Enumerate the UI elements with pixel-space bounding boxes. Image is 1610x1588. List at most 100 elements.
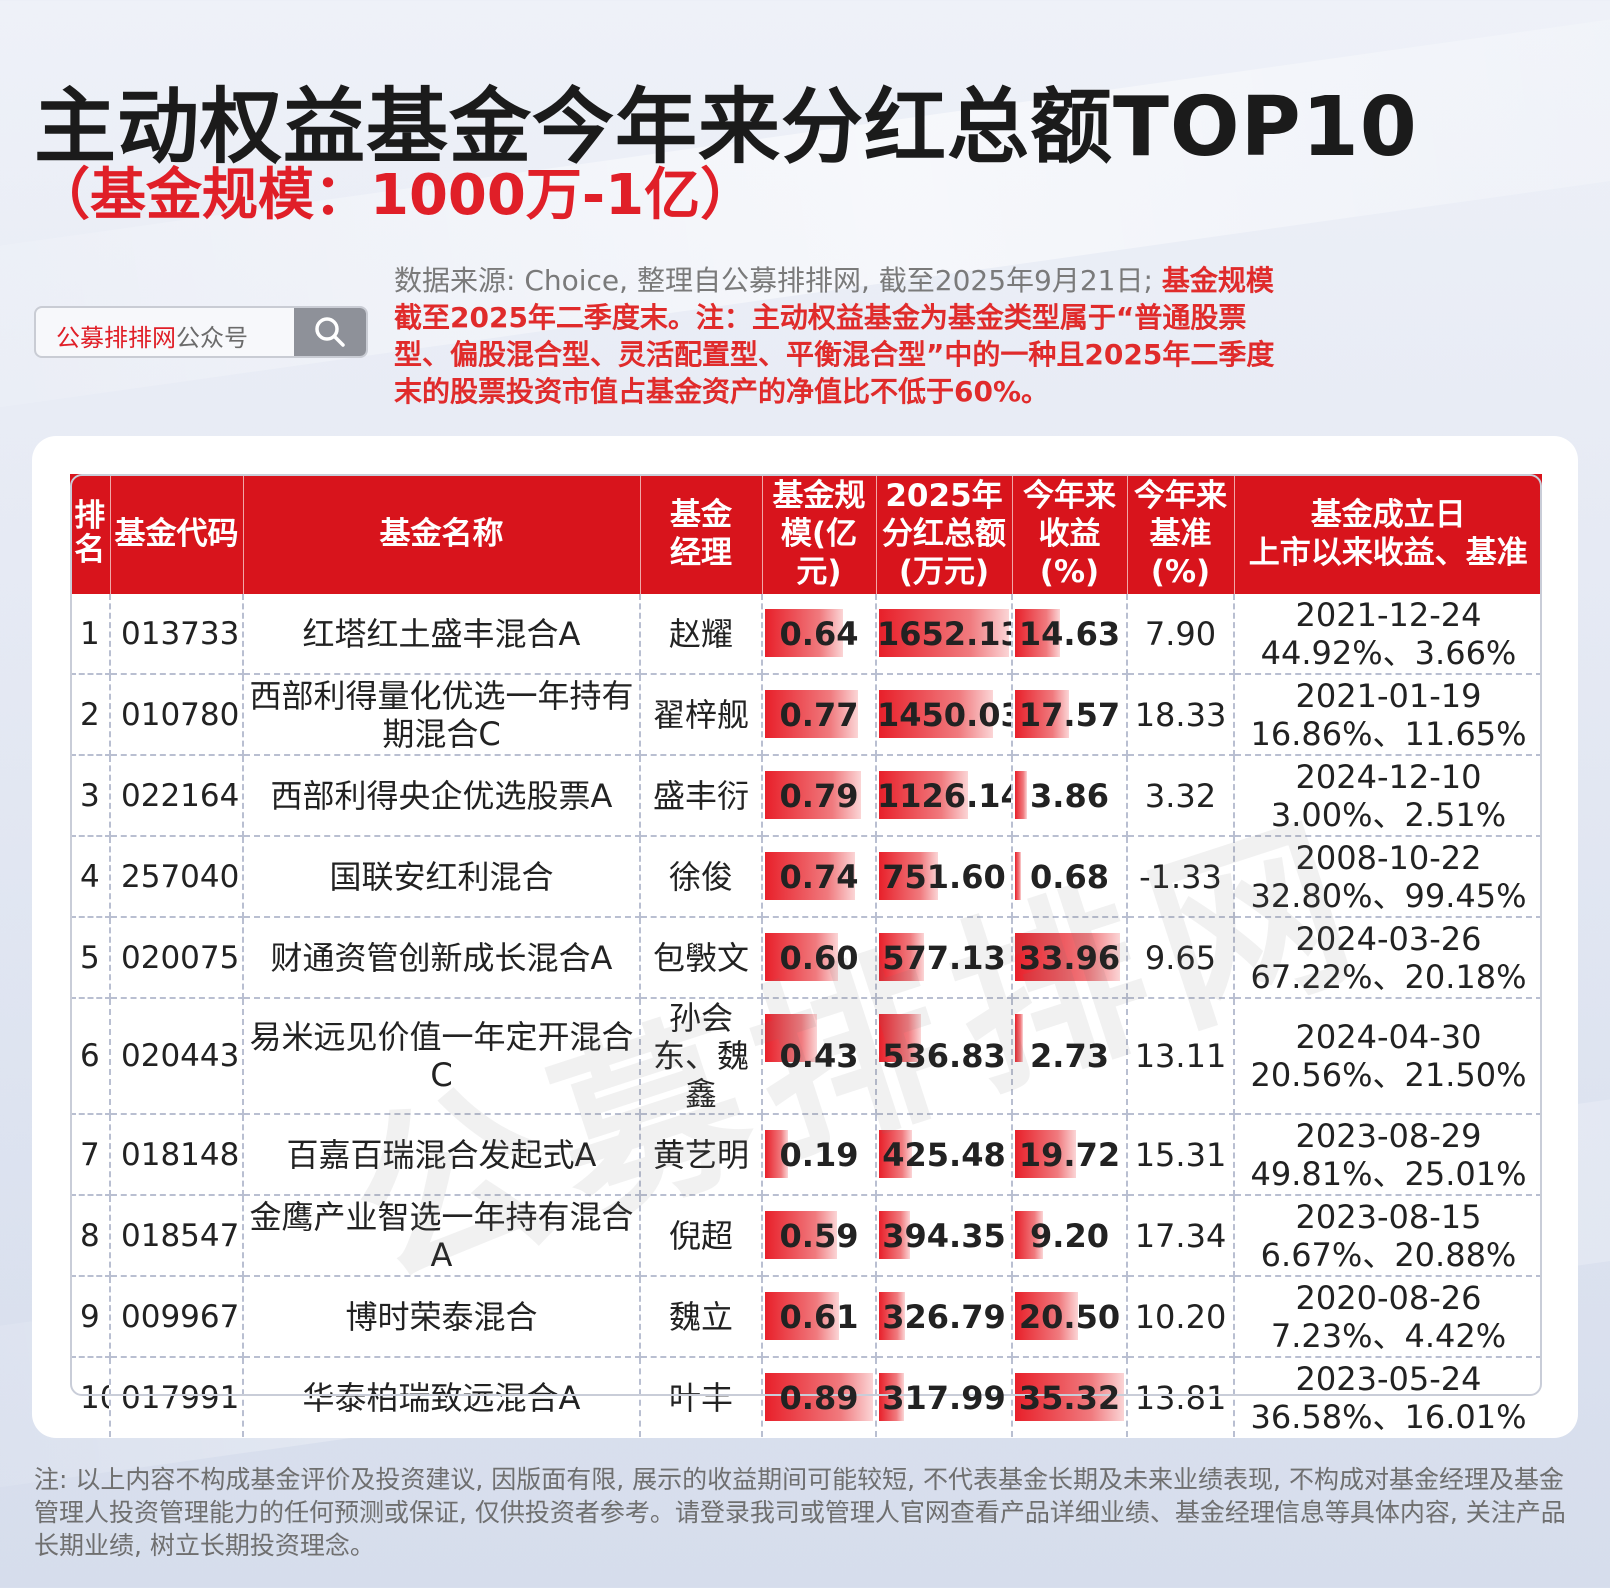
cell-benchmark: 18.33 bbox=[1127, 674, 1235, 756]
cell-fund-name: 西部利得央企优选股票A bbox=[243, 755, 641, 837]
cell-benchmark: 7.90 bbox=[1127, 594, 1235, 675]
cell-code: 018547 bbox=[110, 1195, 244, 1277]
cell-scale: 0.61 bbox=[762, 1276, 877, 1358]
value-scale: 0.64 bbox=[779, 614, 859, 653]
cell-rank: 4 bbox=[70, 836, 111, 918]
header-dividend: 2025年分红总额(万元) bbox=[876, 474, 1013, 594]
header-ytd-label: 今年来收益(%) bbox=[1023, 478, 1116, 590]
cell-ytd: 14.63 bbox=[1012, 594, 1128, 675]
cell-benchmark: -1.33 bbox=[1127, 836, 1235, 918]
value-scale: 0.74 bbox=[779, 857, 859, 896]
cell-manager: 黄艺明 bbox=[640, 1114, 763, 1196]
search-button[interactable] bbox=[294, 308, 366, 356]
cell-dividend: 751.60 bbox=[876, 836, 1013, 918]
since-inception-return: 32.80%、99.45% bbox=[1250, 876, 1527, 915]
value-ytd: 19.72 bbox=[1018, 1135, 1121, 1174]
cell-scale: 0.60 bbox=[762, 917, 877, 999]
since-inception-return: 67.22%、20.18% bbox=[1250, 957, 1527, 996]
bar-dividend bbox=[879, 609, 1009, 657]
cell-dividend: 1450.03 bbox=[876, 674, 1013, 756]
cell-rank: 3 bbox=[70, 755, 111, 837]
table-row: 1 013733 红塔红土盛丰混合A 赵耀 0.64 1652.13 14.63 7.90 20… bbox=[70, 594, 1542, 675]
header-code: 基金代码 bbox=[110, 474, 244, 594]
cell-code: 020443 bbox=[110, 998, 244, 1115]
page-title: 主动权益基金今年来分红总额TOP10 bbox=[34, 80, 1418, 175]
since-inception-return: 36.58%、16.01% bbox=[1250, 1397, 1527, 1436]
cell-benchmark: 3.32 bbox=[1127, 755, 1235, 837]
cell-fund-name: 金鹰产业智选一年持有混合A bbox=[243, 1195, 641, 1277]
cell-fund-name: 西部利得量化优选一年持有期混合C bbox=[243, 674, 641, 756]
cell-ytd: 9.20 bbox=[1012, 1195, 1128, 1277]
header-dividend-label: 2025年分红总额(万元) bbox=[882, 478, 1006, 590]
bar-dividend bbox=[879, 690, 993, 738]
cell-manager: 孙会东、魏鑫 bbox=[640, 998, 763, 1115]
value-ytd: 17.57 bbox=[1018, 695, 1121, 734]
search-label: 公募排排网公众号 bbox=[56, 318, 248, 353]
inception-date: 2023-08-15 bbox=[1295, 1197, 1482, 1236]
cell-manager: 盛丰衍 bbox=[640, 755, 763, 837]
value-scale: 0.79 bbox=[779, 776, 859, 815]
cell-ytd: 2.73 bbox=[1012, 998, 1128, 1115]
cell-manager: 翟梓舰 bbox=[640, 674, 763, 756]
value-ytd: 35.32 bbox=[1018, 1378, 1121, 1417]
cell-manager: 徐俊 bbox=[640, 836, 763, 918]
value-ytd: 9.20 bbox=[1030, 1216, 1109, 1255]
cell-rank: 2 bbox=[70, 674, 111, 756]
search-suffix: 公众号 bbox=[176, 324, 248, 352]
cell-fund-name: 国联安红利混合 bbox=[243, 836, 641, 918]
cell-fund-name: 易米远见价值一年定开混合C bbox=[243, 998, 641, 1115]
cell-ytd: 35.32 bbox=[1012, 1357, 1128, 1437]
cell-fund-name: 华泰柏瑞致远混合A bbox=[243, 1357, 641, 1437]
cell-inception: 2023-08-29 49.81%、25.01% bbox=[1234, 1114, 1542, 1196]
header-ytd: 今年来收益(%) bbox=[1012, 474, 1128, 594]
cell-rank: 5 bbox=[70, 917, 111, 999]
bar-dividend bbox=[879, 852, 938, 900]
header-manager: 基金经理 bbox=[640, 474, 763, 594]
cell-inception: 2024-04-30 20.56%、21.50% bbox=[1234, 998, 1542, 1115]
value-dividend: 317.99 bbox=[882, 1378, 1006, 1417]
bar-ytd bbox=[1015, 933, 1120, 981]
value-dividend: 751.60 bbox=[882, 857, 1006, 896]
bar-ytd bbox=[1015, 609, 1060, 657]
since-inception-return: 49.81%、25.01% bbox=[1250, 1154, 1527, 1193]
disclaimer-footnote: 注: 以上内容不构成基金评价及投资建议, 因版面有限, 展示的收益期间可能较短,… bbox=[34, 1465, 1566, 1560]
cell-inception: 2023-05-24 36.58%、16.01% bbox=[1234, 1357, 1542, 1437]
source-note-red: 基金规模截至2025年二季度末。注：主动权益基金为基金类型属于“普通股票型、偏股… bbox=[394, 264, 1275, 408]
cell-code: 018148 bbox=[110, 1114, 244, 1196]
inception-date: 2020-08-26 bbox=[1295, 1278, 1482, 1317]
cell-ytd: 17.57 bbox=[1012, 674, 1128, 756]
cell-inception: 2023-08-15 6.67%、20.88% bbox=[1234, 1195, 1542, 1277]
cell-code: 009967 bbox=[110, 1276, 244, 1358]
bar-scale bbox=[765, 852, 855, 900]
cell-dividend: 1652.13 bbox=[876, 594, 1013, 675]
cell-code: 022164 bbox=[110, 755, 244, 837]
cell-ytd: 19.72 bbox=[1012, 1114, 1128, 1196]
cell-code: 010780 bbox=[110, 674, 244, 756]
table-row: 10017991华泰柏瑞致远混合A叶丰0.89317.9935.3213.812… bbox=[70, 1357, 1542, 1437]
value-scale: 0.59 bbox=[779, 1216, 859, 1255]
table-row: 7 018148 百嘉百瑞混合发起式A 黄艺明 0.19 425.48 19.72 15.31… bbox=[70, 1114, 1542, 1196]
value-dividend: 1450.03 bbox=[877, 695, 1012, 734]
cell-rank: 9 bbox=[70, 1276, 111, 1358]
cell-inception: 2021-12-24 44.92%、3.66% bbox=[1234, 594, 1542, 675]
bar-scale bbox=[765, 1211, 837, 1259]
bar-scale bbox=[765, 1373, 873, 1421]
cell-dividend: 577.13 bbox=[876, 917, 1013, 999]
bar-scale bbox=[765, 609, 843, 657]
fund-table: 排名 基金代码 基金名称 基金经理 基金规模(亿元) 2025年分红总额(万元)… bbox=[70, 474, 1542, 1437]
cell-inception: 2020-08-26 7.23%、4.42% bbox=[1234, 1276, 1542, 1358]
table-row: 5 020075 财通资管创新成长混合A 包斅文 0.60 577.13 33.96 9.65… bbox=[70, 917, 1542, 999]
cell-rank: 1 bbox=[70, 594, 111, 675]
value-dividend: 326.79 bbox=[882, 1297, 1006, 1336]
cell-manager: 魏立 bbox=[640, 1276, 763, 1358]
search-icon bbox=[315, 317, 345, 347]
cell-scale: 0.43 bbox=[762, 998, 877, 1115]
cell-scale: 0.77 bbox=[762, 674, 877, 756]
inception-date: 2024-03-26 bbox=[1295, 919, 1482, 958]
since-inception-return: 16.86%、11.65% bbox=[1250, 714, 1527, 753]
search-box[interactable]: 公募排排网公众号 bbox=[34, 306, 368, 358]
cell-manager: 叶丰 bbox=[640, 1357, 763, 1437]
value-scale: 0.43 bbox=[779, 1037, 859, 1075]
cell-code: 020075 bbox=[110, 917, 244, 999]
cell-scale: 0.59 bbox=[762, 1195, 877, 1277]
